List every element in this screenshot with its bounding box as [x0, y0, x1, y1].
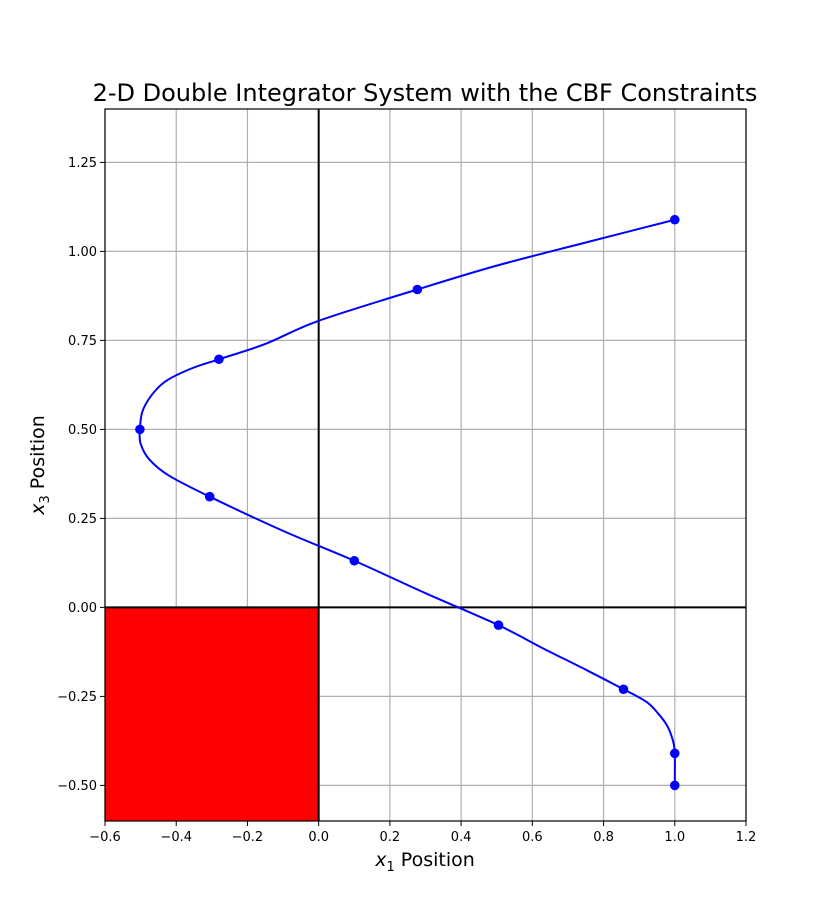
x-tick-label: −0.4 [160, 830, 192, 845]
x-tick-label: 1.2 [736, 830, 757, 845]
y-axis-label-sub: 3 [38, 495, 53, 503]
trajectory-marker [669, 780, 680, 791]
y-axis-label-text: Position [27, 415, 49, 495]
y-tick-label: −0.25 [57, 690, 97, 705]
trajectory-marker [493, 620, 504, 630]
trajectory-marker [204, 491, 215, 502]
trajectory-line [138, 218, 676, 786]
trajectory-marker [135, 424, 145, 435]
x-tick-label: 1.0 [664, 830, 685, 845]
x-axis-label-var: x [374, 849, 387, 871]
x-tick-label: −0.2 [232, 830, 264, 845]
plot-frame [104, 108, 747, 822]
x-axis-label-text: Position [395, 849, 475, 871]
trajectory-marker [618, 684, 629, 695]
trajectory-marker [669, 214, 680, 225]
y-axis-label-var: x [27, 503, 49, 516]
y-tick-label: 1.00 [68, 245, 97, 260]
y-tick-label: 0.00 [68, 601, 97, 616]
y-tick-label: −0.50 [57, 779, 97, 794]
y-tick-label: 0.75 [68, 334, 97, 349]
x-tick-label: 0.8 [593, 830, 614, 845]
x-tick-label: 0.4 [451, 830, 472, 845]
chart-title: 2-D Double Integrator System with the CB… [93, 79, 758, 107]
y-axis-label: x3 Position [27, 415, 53, 516]
trajectory-marker [349, 555, 360, 566]
y-axis-ticks: −0.50 −0.25 0.00 0.25 0.50 0.75 1.00 1.25 [57, 156, 105, 794]
trajectory-marker [412, 284, 423, 295]
y-tick-label: 1.25 [68, 156, 97, 171]
x-tick-label: 0.2 [380, 830, 401, 845]
trajectory-marker [669, 748, 680, 759]
y-tick-label: 0.25 [68, 512, 97, 527]
unsafe-region [105, 607, 319, 821]
x-tick-label: 0.0 [308, 830, 329, 845]
x-tick-label: −0.6 [89, 830, 121, 845]
reference-lines [105, 109, 746, 821]
x-axis-label-sub: 1 [386, 860, 394, 875]
x-axis-ticks: −0.6 −0.4 −0.2 0.0 0.2 0.4 0.6 0.8 1.0 1.2 [89, 821, 756, 845]
unsafe-region-rect [105, 607, 319, 821]
trajectory-series [135, 214, 680, 791]
x-axis-label: x1 Position [374, 849, 475, 875]
x-tick-label: 0.6 [522, 830, 543, 845]
trajectory-marker [214, 354, 224, 365]
y-tick-label: 0.50 [68, 423, 97, 438]
